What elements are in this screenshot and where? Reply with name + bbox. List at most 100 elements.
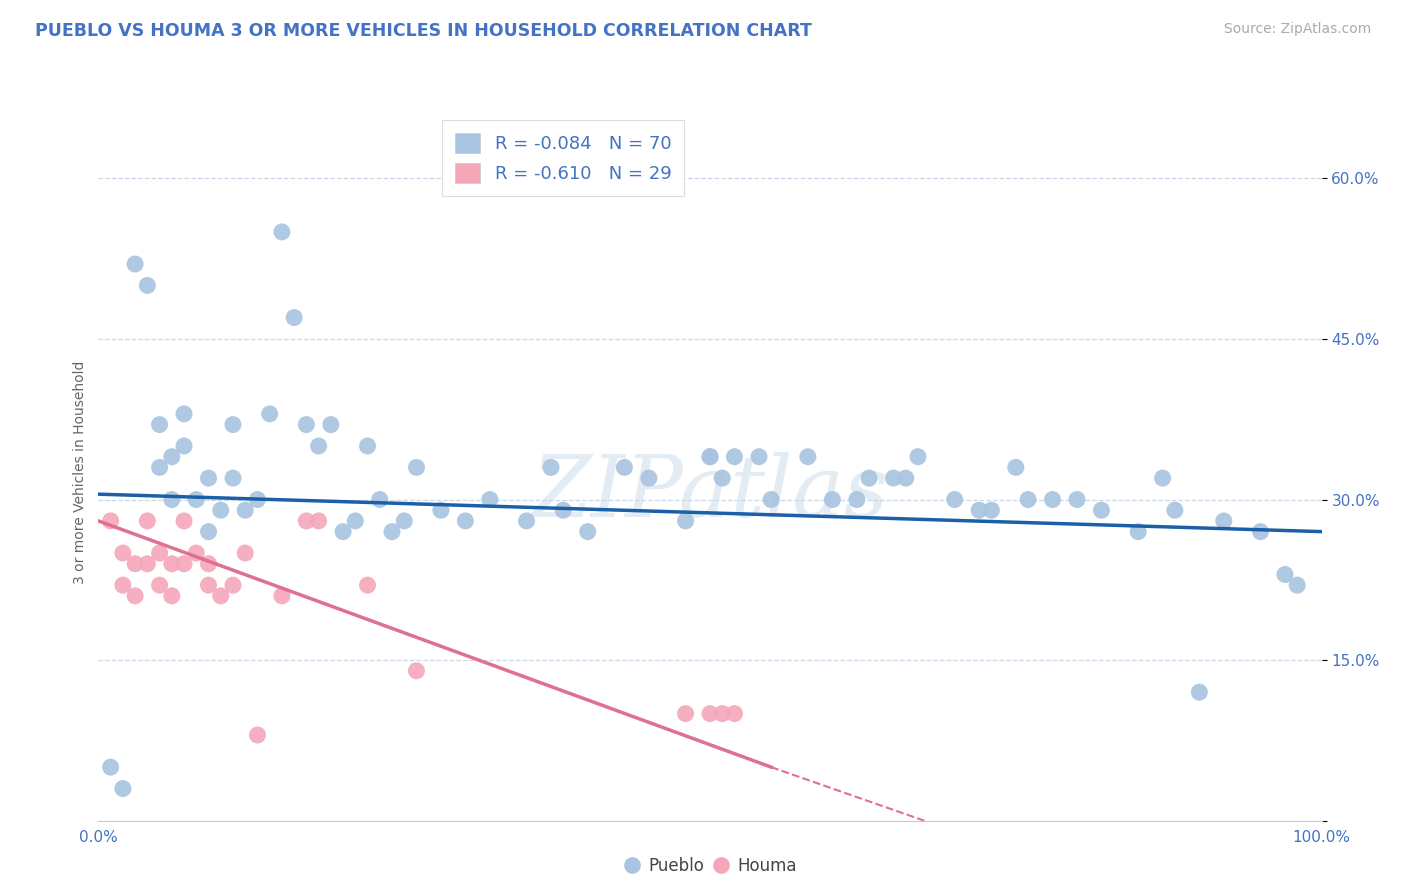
Point bbox=[332, 524, 354, 539]
Point bbox=[149, 417, 172, 432]
Y-axis label: 3 or more Vehicles in Household: 3 or more Vehicles in Household bbox=[73, 361, 87, 584]
Point bbox=[883, 471, 905, 485]
Point bbox=[980, 503, 1002, 517]
Text: ZIPatlas: ZIPatlas bbox=[531, 452, 889, 535]
Point bbox=[186, 492, 208, 507]
Point bbox=[368, 492, 391, 507]
Point bbox=[149, 546, 172, 560]
Point bbox=[270, 589, 294, 603]
Point bbox=[295, 514, 318, 528]
Point bbox=[209, 589, 232, 603]
Point bbox=[894, 471, 917, 485]
Legend: Pueblo, Houma: Pueblo, Houma bbox=[616, 851, 804, 882]
Point bbox=[675, 706, 697, 721]
Point bbox=[637, 471, 661, 485]
Point bbox=[111, 546, 134, 560]
Point bbox=[699, 450, 721, 464]
Point bbox=[197, 578, 219, 592]
Point bbox=[209, 503, 232, 517]
Point bbox=[173, 439, 195, 453]
Point bbox=[136, 278, 159, 293]
Point bbox=[173, 557, 195, 571]
Point bbox=[761, 492, 783, 507]
Point bbox=[454, 514, 477, 528]
Point bbox=[149, 460, 172, 475]
Point bbox=[222, 471, 245, 485]
Point bbox=[173, 514, 195, 528]
Point bbox=[160, 557, 183, 571]
Point bbox=[392, 514, 416, 528]
Point bbox=[516, 514, 538, 528]
Point bbox=[1066, 492, 1088, 507]
Point bbox=[197, 524, 219, 539]
Point bbox=[1090, 503, 1112, 517]
Text: PUEBLO VS HOUMA 3 OR MORE VEHICLES IN HOUSEHOLD CORRELATION CHART: PUEBLO VS HOUMA 3 OR MORE VEHICLES IN HO… bbox=[35, 22, 813, 40]
Text: Source: ZipAtlas.com: Source: ZipAtlas.com bbox=[1223, 22, 1371, 37]
Point bbox=[173, 407, 195, 421]
Point bbox=[858, 471, 880, 485]
Point bbox=[613, 460, 636, 475]
Point bbox=[283, 310, 305, 325]
Point bbox=[711, 471, 734, 485]
Point bbox=[356, 578, 378, 592]
Point bbox=[711, 706, 734, 721]
Point bbox=[675, 514, 697, 528]
Point bbox=[845, 492, 868, 507]
Point bbox=[100, 760, 122, 774]
Point bbox=[943, 492, 966, 507]
Point bbox=[259, 407, 281, 421]
Point bbox=[1274, 567, 1296, 582]
Point bbox=[160, 589, 183, 603]
Point bbox=[405, 460, 427, 475]
Point bbox=[233, 546, 256, 560]
Point bbox=[111, 578, 134, 592]
Point bbox=[270, 225, 294, 239]
Point bbox=[430, 503, 453, 517]
Point bbox=[1004, 460, 1026, 475]
Point bbox=[222, 417, 245, 432]
Point bbox=[576, 524, 599, 539]
Point bbox=[197, 471, 219, 485]
Point bbox=[1042, 492, 1064, 507]
Point bbox=[1212, 514, 1234, 528]
Point bbox=[699, 450, 721, 464]
Point bbox=[308, 514, 330, 528]
Point bbox=[907, 450, 929, 464]
Point bbox=[723, 706, 745, 721]
Point bbox=[821, 492, 844, 507]
Point bbox=[246, 492, 269, 507]
Point bbox=[1128, 524, 1150, 539]
Point bbox=[124, 557, 146, 571]
Point bbox=[748, 450, 770, 464]
Point bbox=[797, 450, 820, 464]
Point bbox=[124, 589, 146, 603]
Point bbox=[233, 503, 256, 517]
Point bbox=[160, 492, 183, 507]
Point bbox=[149, 578, 172, 592]
Point bbox=[478, 492, 501, 507]
Point bbox=[124, 257, 146, 271]
Point bbox=[1017, 492, 1039, 507]
Point bbox=[111, 781, 134, 796]
Point bbox=[344, 514, 367, 528]
Point bbox=[1188, 685, 1211, 699]
Point bbox=[967, 503, 990, 517]
Point bbox=[295, 417, 318, 432]
Point bbox=[381, 524, 404, 539]
Point bbox=[308, 439, 330, 453]
Point bbox=[699, 706, 721, 721]
Point bbox=[540, 460, 562, 475]
Point bbox=[405, 664, 427, 678]
Point bbox=[160, 450, 183, 464]
Point bbox=[222, 578, 245, 592]
Point bbox=[723, 450, 745, 464]
Point bbox=[356, 439, 378, 453]
Point bbox=[100, 514, 122, 528]
Point bbox=[1286, 578, 1309, 592]
Point bbox=[186, 546, 208, 560]
Point bbox=[319, 417, 342, 432]
Point bbox=[1164, 503, 1187, 517]
Point bbox=[246, 728, 269, 742]
Point bbox=[136, 514, 159, 528]
Point bbox=[1152, 471, 1174, 485]
